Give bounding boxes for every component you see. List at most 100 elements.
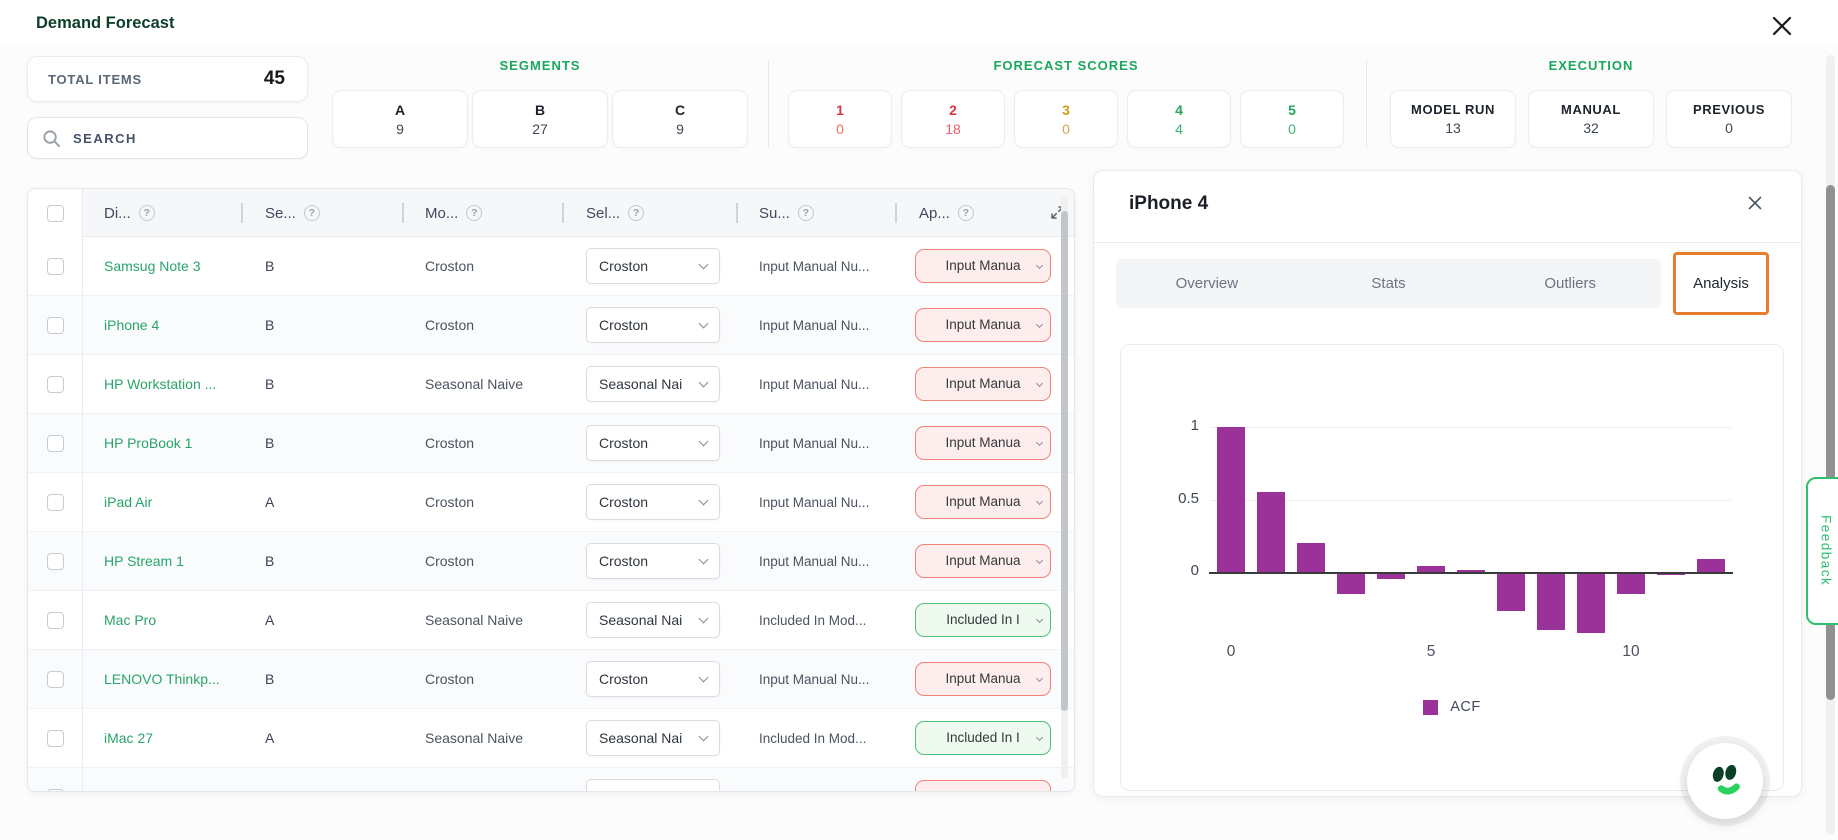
table-scrollbar-thumb[interactable]: [1061, 211, 1068, 711]
chevron-down-icon: [698, 259, 709, 270]
model-select-dropdown[interactable]: Croston: [586, 543, 720, 579]
item-name-link[interactable]: Samsug Note 3: [104, 258, 201, 274]
item-name-link[interactable]: iPad Air: [104, 494, 153, 510]
item-name-link[interactable]: Mac Pro: [104, 612, 157, 628]
table-row[interactable]: iMac 27 A Seasonal Naive Seasonal Nai Includ…: [28, 709, 1074, 768]
item-name-link[interactable]: HP ProBook 1: [104, 435, 193, 451]
approval-dropdown[interactable]: Input Manua: [915, 662, 1051, 696]
approval-value: Input Manua: [945, 671, 1021, 686]
execution-card[interactable]: MODEL RUN 13: [1390, 90, 1516, 148]
approval-dropdown[interactable]: [915, 780, 1051, 791]
row-checkbox[interactable]: [46, 375, 64, 393]
column-label: Mo...: [425, 204, 459, 222]
chart-legend[interactable]: ACF: [1121, 699, 1783, 715]
model-select-dropdown[interactable]: Croston: [586, 484, 720, 520]
column-header-display-name[interactable]: Di...?: [104, 189, 155, 237]
execution-card[interactable]: PREVIOUS 0: [1666, 90, 1792, 148]
approval-dropdown[interactable]: Input Manua: [915, 544, 1051, 578]
segment-card[interactable]: B 27: [472, 90, 608, 148]
help-icon[interactable]: ?: [957, 205, 974, 221]
row-checkbox[interactable]: [46, 788, 64, 791]
table-row[interactable]: LENOVO Thinkp... B Croston Croston Input Man…: [28, 650, 1074, 709]
approval-dropdown[interactable]: Input Manua: [915, 485, 1051, 519]
feedback-button[interactable]: Feedback: [1806, 477, 1838, 625]
row-checkbox[interactable]: [46, 493, 64, 511]
help-icon[interactable]: ?: [628, 205, 645, 221]
page-scrollbar-thumb[interactable]: [1826, 185, 1835, 700]
item-name-link[interactable]: iMac 27: [104, 730, 154, 746]
suggested-value: Input Manual Nu...: [759, 494, 870, 510]
table-row[interactable]: iPad Air A Croston Croston Input Manual Nu..…: [28, 473, 1074, 532]
model-select-dropdown[interactable]: Seasonal Nai: [586, 602, 720, 638]
approval-dropdown[interactable]: Input Manua: [915, 249, 1051, 283]
execution-card[interactable]: MANUAL 32: [1528, 90, 1654, 148]
checkbox-column-divider: [82, 189, 83, 791]
tab-analysis[interactable]: Analysis: [1673, 252, 1769, 315]
score-card[interactable]: 2 18: [901, 90, 1005, 148]
checkbox-cell: [28, 414, 82, 472]
detail-close-button[interactable]: [1747, 195, 1763, 214]
item-name-link[interactable]: iPhone 4: [104, 317, 160, 333]
table-row[interactable]: HP Stream 1 B Croston Croston Input Manual N…: [28, 532, 1074, 591]
model-select-dropdown[interactable]: [586, 779, 720, 791]
approval-dropdown[interactable]: Input Manua: [915, 367, 1051, 401]
model-select-dropdown[interactable]: Croston: [586, 248, 720, 284]
help-icon[interactable]: ?: [138, 205, 155, 221]
row-checkbox[interactable]: [46, 611, 64, 629]
model-select-dropdown[interactable]: Croston: [586, 661, 720, 697]
acf-bar: [1297, 543, 1325, 572]
column-header-selected-model[interactable]: Sel...?: [586, 189, 645, 237]
approval-dropdown[interactable]: Included In I: [915, 603, 1051, 637]
model-select-dropdown[interactable]: Croston: [586, 425, 720, 461]
search-input[interactable]: [73, 130, 273, 146]
column-separator: [895, 203, 897, 223]
approval-dropdown[interactable]: Input Manua: [915, 308, 1051, 342]
column-header-segment[interactable]: Se...?: [265, 189, 320, 237]
tab-stats[interactable]: Stats: [1371, 275, 1406, 292]
tab-outliers[interactable]: Outliers: [1544, 275, 1597, 292]
item-name-link[interactable]: HP Stream 1: [104, 553, 184, 569]
table-row[interactable]: HP Workstation ... B Seasonal Naive Seasona…: [28, 355, 1074, 414]
column-header-model[interactable]: Mo...?: [425, 189, 483, 237]
table-row[interactable]: Samsug Note 3 B Croston Croston Input Manual…: [28, 237, 1074, 296]
y-tick-label: 1: [1190, 417, 1199, 434]
chat-widget-button[interactable]: [1687, 743, 1763, 819]
row-checkbox[interactable]: [46, 257, 64, 275]
row-checkbox[interactable]: [46, 316, 64, 334]
selected-model-value: Croston: [599, 317, 649, 333]
page-scrollbar[interactable]: [1826, 55, 1835, 835]
model-select-dropdown[interactable]: Croston: [586, 307, 720, 343]
item-name-link[interactable]: HP Workstation ...: [104, 376, 217, 392]
help-icon[interactable]: ?: [466, 205, 483, 221]
row-checkbox[interactable]: [46, 434, 64, 452]
row-checkbox[interactable]: [46, 729, 64, 747]
column-header-approval[interactable]: Ap...?: [919, 189, 974, 237]
item-name-link[interactable]: LENOVO Thinkp...: [104, 671, 220, 687]
segment-count: 9: [396, 120, 404, 137]
suggested-value: Input Manual Nu...: [759, 553, 870, 569]
row-checkbox[interactable]: [46, 670, 64, 688]
select-all-checkbox[interactable]: [46, 204, 64, 222]
help-icon[interactable]: ?: [797, 205, 814, 221]
column-header-suggested[interactable]: Su...?: [759, 189, 814, 237]
row-checkbox[interactable]: [46, 552, 64, 570]
tab-overview[interactable]: Overview: [1175, 275, 1239, 292]
model-select-dropdown[interactable]: Seasonal Nai: [586, 366, 720, 402]
approval-dropdown[interactable]: Included In I: [915, 721, 1051, 755]
table-row[interactable]: [28, 768, 1074, 791]
table-row[interactable]: iPhone 4 B Croston Croston Input Manual Nu..…: [28, 296, 1074, 355]
table-row[interactable]: Mac Pro A Seasonal Naive Seasonal Nai Includ…: [28, 591, 1074, 650]
table-scrollbar[interactable]: [1061, 197, 1068, 779]
close-button[interactable]: [1768, 13, 1796, 41]
table-row[interactable]: HP ProBook 1 B Croston Croston Input Manual …: [28, 414, 1074, 473]
help-icon[interactable]: ?: [303, 205, 320, 221]
model-select-dropdown[interactable]: Seasonal Nai: [586, 720, 720, 756]
approval-dropdown[interactable]: Input Manua: [915, 426, 1051, 460]
